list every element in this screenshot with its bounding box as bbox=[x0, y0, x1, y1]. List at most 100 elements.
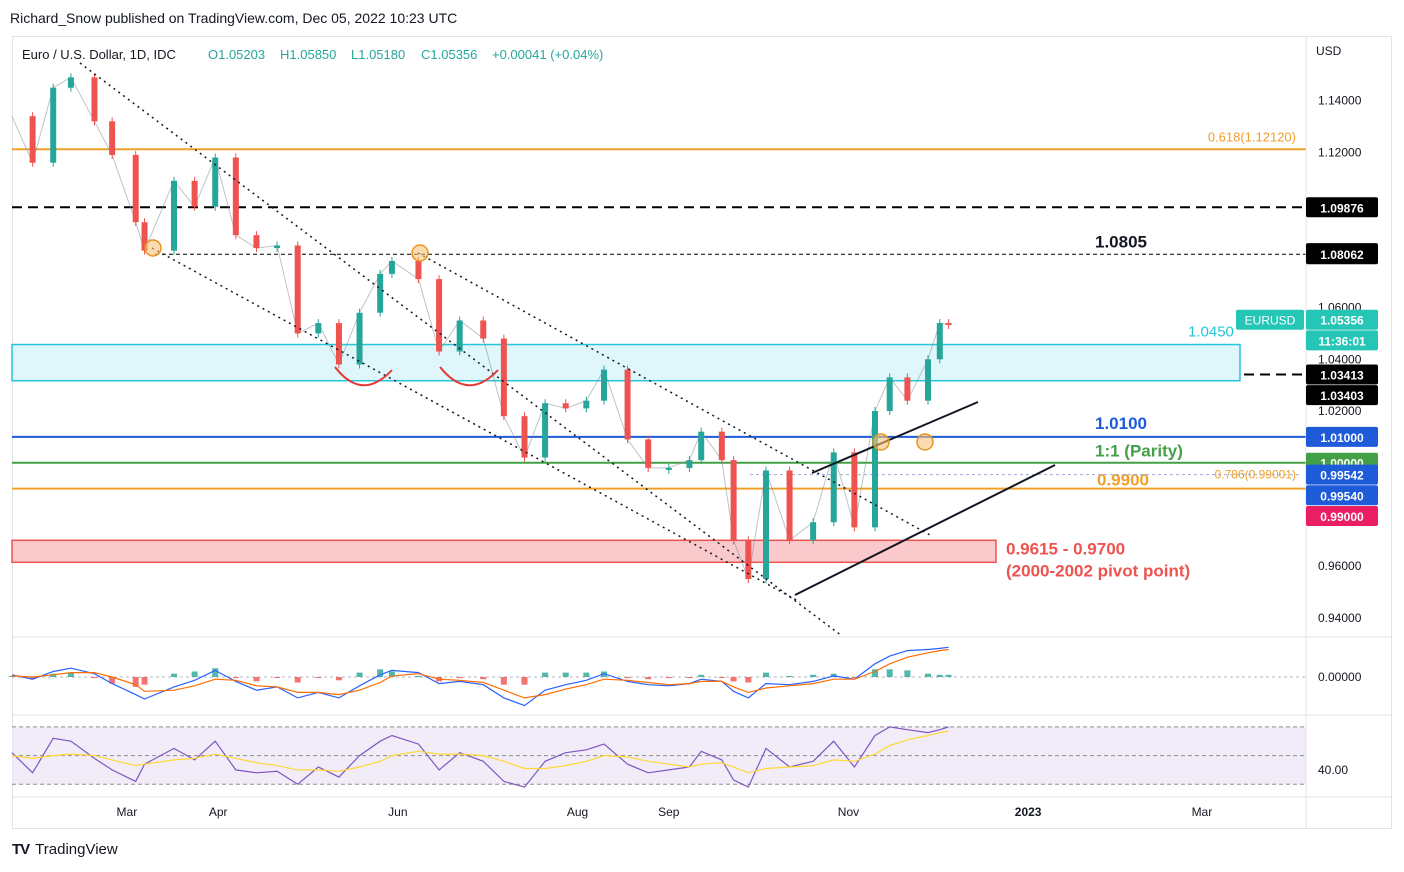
double-bottom-arc-2 bbox=[439, 366, 499, 387]
symbol-label: Euro / U.S. Dollar, 1D, IDC bbox=[22, 47, 176, 62]
macd-histogram-bar bbox=[945, 674, 952, 677]
tradingview-logo[interactable]: TV TradingView bbox=[12, 841, 118, 858]
candle-body bbox=[132, 154, 139, 223]
x-tick-label: Nov bbox=[838, 805, 859, 819]
pivot-circle bbox=[144, 239, 162, 257]
double-bottom-arc-1 bbox=[334, 366, 393, 387]
candle-body bbox=[415, 261, 422, 280]
pivot-circle bbox=[872, 433, 890, 451]
price-tags: 1.098761.081051.08062EURUSD1.0535611:36:… bbox=[1236, 197, 1378, 526]
macd-histogram-bar bbox=[521, 677, 528, 685]
candle-body bbox=[480, 320, 487, 339]
candle-body bbox=[274, 245, 281, 249]
candle-body bbox=[624, 369, 631, 440]
tradingview-name: TradingView bbox=[35, 841, 118, 858]
candle-body bbox=[377, 273, 384, 313]
macd-histogram-bar bbox=[141, 677, 148, 685]
candle-body bbox=[886, 377, 893, 411]
y-tick-label: 0.94000 bbox=[1318, 611, 1362, 625]
macd-histogram-bar bbox=[583, 672, 590, 677]
legend-header: Euro / U.S. Dollar, 1D, IDC O1.05203 H1.… bbox=[22, 47, 603, 62]
candle-body bbox=[645, 439, 652, 468]
macd-histogram-bar bbox=[415, 675, 422, 677]
wedge-upper-line bbox=[811, 401, 979, 474]
y-tick-label: 1.14000 bbox=[1318, 94, 1362, 108]
candle-body bbox=[141, 222, 148, 251]
zone-sublabel-pivot: (2000-2002 pivot point) bbox=[1006, 561, 1190, 580]
level-label-10100: 1.0100 bbox=[1095, 414, 1147, 433]
rsi-ma-line bbox=[11, 730, 949, 774]
candle-body bbox=[436, 279, 443, 352]
pivot-circle bbox=[411, 244, 429, 262]
price-tag-bg bbox=[1306, 197, 1378, 218]
price-tag-label: 1.05356 bbox=[1320, 314, 1364, 328]
macd-histogram-bar bbox=[170, 673, 177, 677]
y-tick-label: 1.04000 bbox=[1318, 352, 1362, 366]
candle-body bbox=[745, 540, 752, 580]
candle-body bbox=[294, 245, 301, 334]
candle-body bbox=[786, 470, 793, 541]
price-tag-label: 0.99540 bbox=[1320, 489, 1364, 503]
price-tag-label: 11:36:01 bbox=[1318, 334, 1366, 348]
annotations bbox=[79, 62, 1056, 637]
macd-histogram-bar bbox=[67, 672, 74, 677]
zones: 1.0450 0.9615 - 0.9700 (2000-2002 pivot po… bbox=[11, 324, 1241, 580]
open-value: O1.05203 bbox=[208, 47, 265, 62]
price-tag-label: 1.01000 bbox=[1320, 431, 1364, 445]
wedge-lower-line bbox=[794, 464, 1056, 596]
macd-histogram-bar bbox=[562, 672, 569, 677]
chart-frame bbox=[12, 36, 1392, 829]
candle-body bbox=[29, 116, 36, 163]
candle-body bbox=[191, 180, 198, 207]
macd-histogram-bar bbox=[645, 677, 652, 680]
level-label-fib786: 0.786(0.99001) bbox=[1215, 468, 1296, 482]
price-tag-label: 1.03413 bbox=[1320, 368, 1364, 382]
low-value: L1.05180 bbox=[351, 47, 405, 62]
candle-body bbox=[851, 452, 858, 528]
candle-body bbox=[67, 77, 74, 88]
macd-histogram-bar bbox=[388, 671, 395, 677]
x-tick-label: Apr bbox=[209, 805, 228, 819]
publisher-line: Richard_Snow published on TradingView.co… bbox=[10, 10, 458, 26]
candle-body bbox=[50, 87, 57, 163]
price-tag-bg bbox=[1306, 485, 1378, 506]
price-tag-label: 0.99000 bbox=[1320, 510, 1364, 524]
rsi-tick-label: 40.00 bbox=[1318, 763, 1348, 777]
candle-body bbox=[810, 522, 817, 541]
macd-histogram-bar bbox=[91, 677, 98, 679]
candle-body bbox=[91, 77, 98, 122]
macd-histogram-bar bbox=[924, 673, 931, 677]
candle-body bbox=[686, 460, 693, 468]
candle-body bbox=[945, 323, 952, 326]
candle-body bbox=[936, 323, 943, 360]
macd-histogram-bar bbox=[29, 677, 36, 680]
macd-histogram-bar bbox=[730, 677, 737, 682]
candle-body bbox=[456, 320, 463, 352]
x-tick-label: 2023 bbox=[1015, 805, 1042, 819]
indicators: 0.00000 40.00 bbox=[9, 646, 1362, 788]
close-value: C1.05356 bbox=[421, 47, 477, 62]
candle-body bbox=[924, 359, 931, 401]
candle-body bbox=[763, 470, 770, 580]
candle-body bbox=[335, 323, 342, 365]
candle-body bbox=[356, 312, 363, 365]
price-tag-label: 1.09876 bbox=[1320, 201, 1364, 215]
candle-body bbox=[601, 369, 608, 401]
candle-body bbox=[232, 157, 239, 236]
candle-body bbox=[388, 261, 395, 274]
pivot-circle bbox=[916, 433, 934, 451]
macd-histogram-bar bbox=[886, 669, 893, 677]
macd-histogram-bar bbox=[904, 670, 911, 677]
price-tag-bg bbox=[1306, 330, 1378, 351]
x-tick-label: Mar bbox=[117, 805, 138, 819]
macd-signal-line bbox=[11, 648, 949, 699]
x-tick-label: Sep bbox=[658, 805, 680, 819]
candle-body bbox=[500, 338, 507, 417]
macd-histogram-bar bbox=[624, 677, 631, 679]
x-tick-label: Aug bbox=[567, 805, 588, 819]
macd-histogram-bar bbox=[936, 674, 943, 677]
y-tick-label: 0.96000 bbox=[1318, 559, 1362, 573]
zone-label-resistance: 1.0450 bbox=[1188, 324, 1234, 341]
candle-body bbox=[521, 416, 528, 458]
